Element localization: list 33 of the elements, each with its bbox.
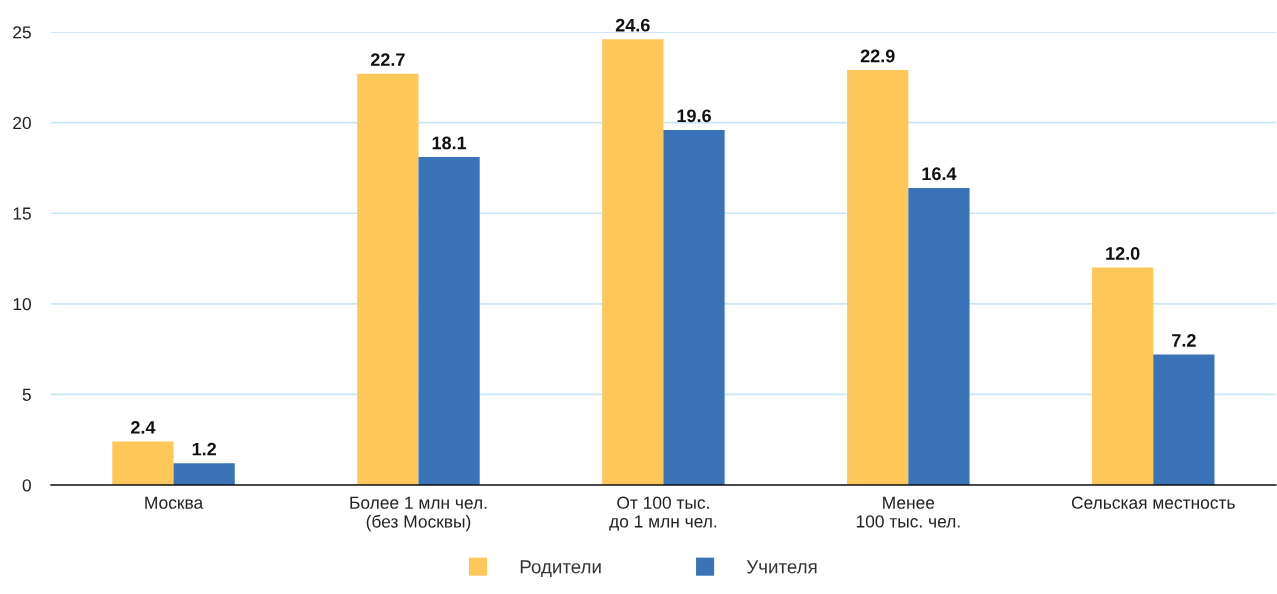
data-label: 2.4 bbox=[131, 421, 156, 434]
y-tick-label: 0 bbox=[22, 479, 31, 492]
x-tick-label: Сельская местность bbox=[1071, 496, 1235, 509]
data-label: 16.4 bbox=[922, 167, 957, 181]
y-tick-label: 5 bbox=[22, 388, 31, 401]
bar bbox=[418, 157, 480, 485]
bar bbox=[357, 73, 419, 485]
data-label: 1.2 bbox=[192, 442, 216, 456]
data-label: 19.6 bbox=[677, 109, 711, 123]
bar bbox=[112, 441, 174, 485]
legend-label: Родители bbox=[520, 560, 601, 577]
data-label: 12.0 bbox=[1106, 247, 1140, 260]
bar bbox=[602, 39, 664, 485]
bar bbox=[1092, 267, 1154, 485]
y-tick-label: 20 bbox=[13, 116, 31, 130]
data-label: 22.9 bbox=[860, 49, 895, 63]
bar bbox=[1153, 354, 1215, 485]
bar bbox=[173, 463, 235, 485]
data-label: 18.1 bbox=[432, 136, 467, 150]
legend-label: Учителя bbox=[746, 560, 817, 574]
y-tick-label: 25 bbox=[13, 26, 31, 39]
data-label: 22.7 bbox=[370, 53, 405, 66]
data-label: 7.2 bbox=[1172, 334, 1196, 347]
y-tick-label: 10 bbox=[13, 298, 31, 311]
bar bbox=[847, 70, 909, 485]
x-tick-label: Менее 100 тыс. чел. bbox=[856, 496, 960, 528]
bar bbox=[663, 129, 725, 485]
x-tick-label: Москва bbox=[145, 496, 204, 509]
y-tick-label: 15 bbox=[13, 207, 31, 220]
x-tick-label: От 100 тыс. до 1 млн чел. bbox=[609, 496, 717, 531]
data-label: 24.6 bbox=[615, 18, 650, 32]
x-tick-label: Более 1 млн чел. (без Москвы) bbox=[350, 496, 487, 532]
bar bbox=[908, 187, 970, 485]
